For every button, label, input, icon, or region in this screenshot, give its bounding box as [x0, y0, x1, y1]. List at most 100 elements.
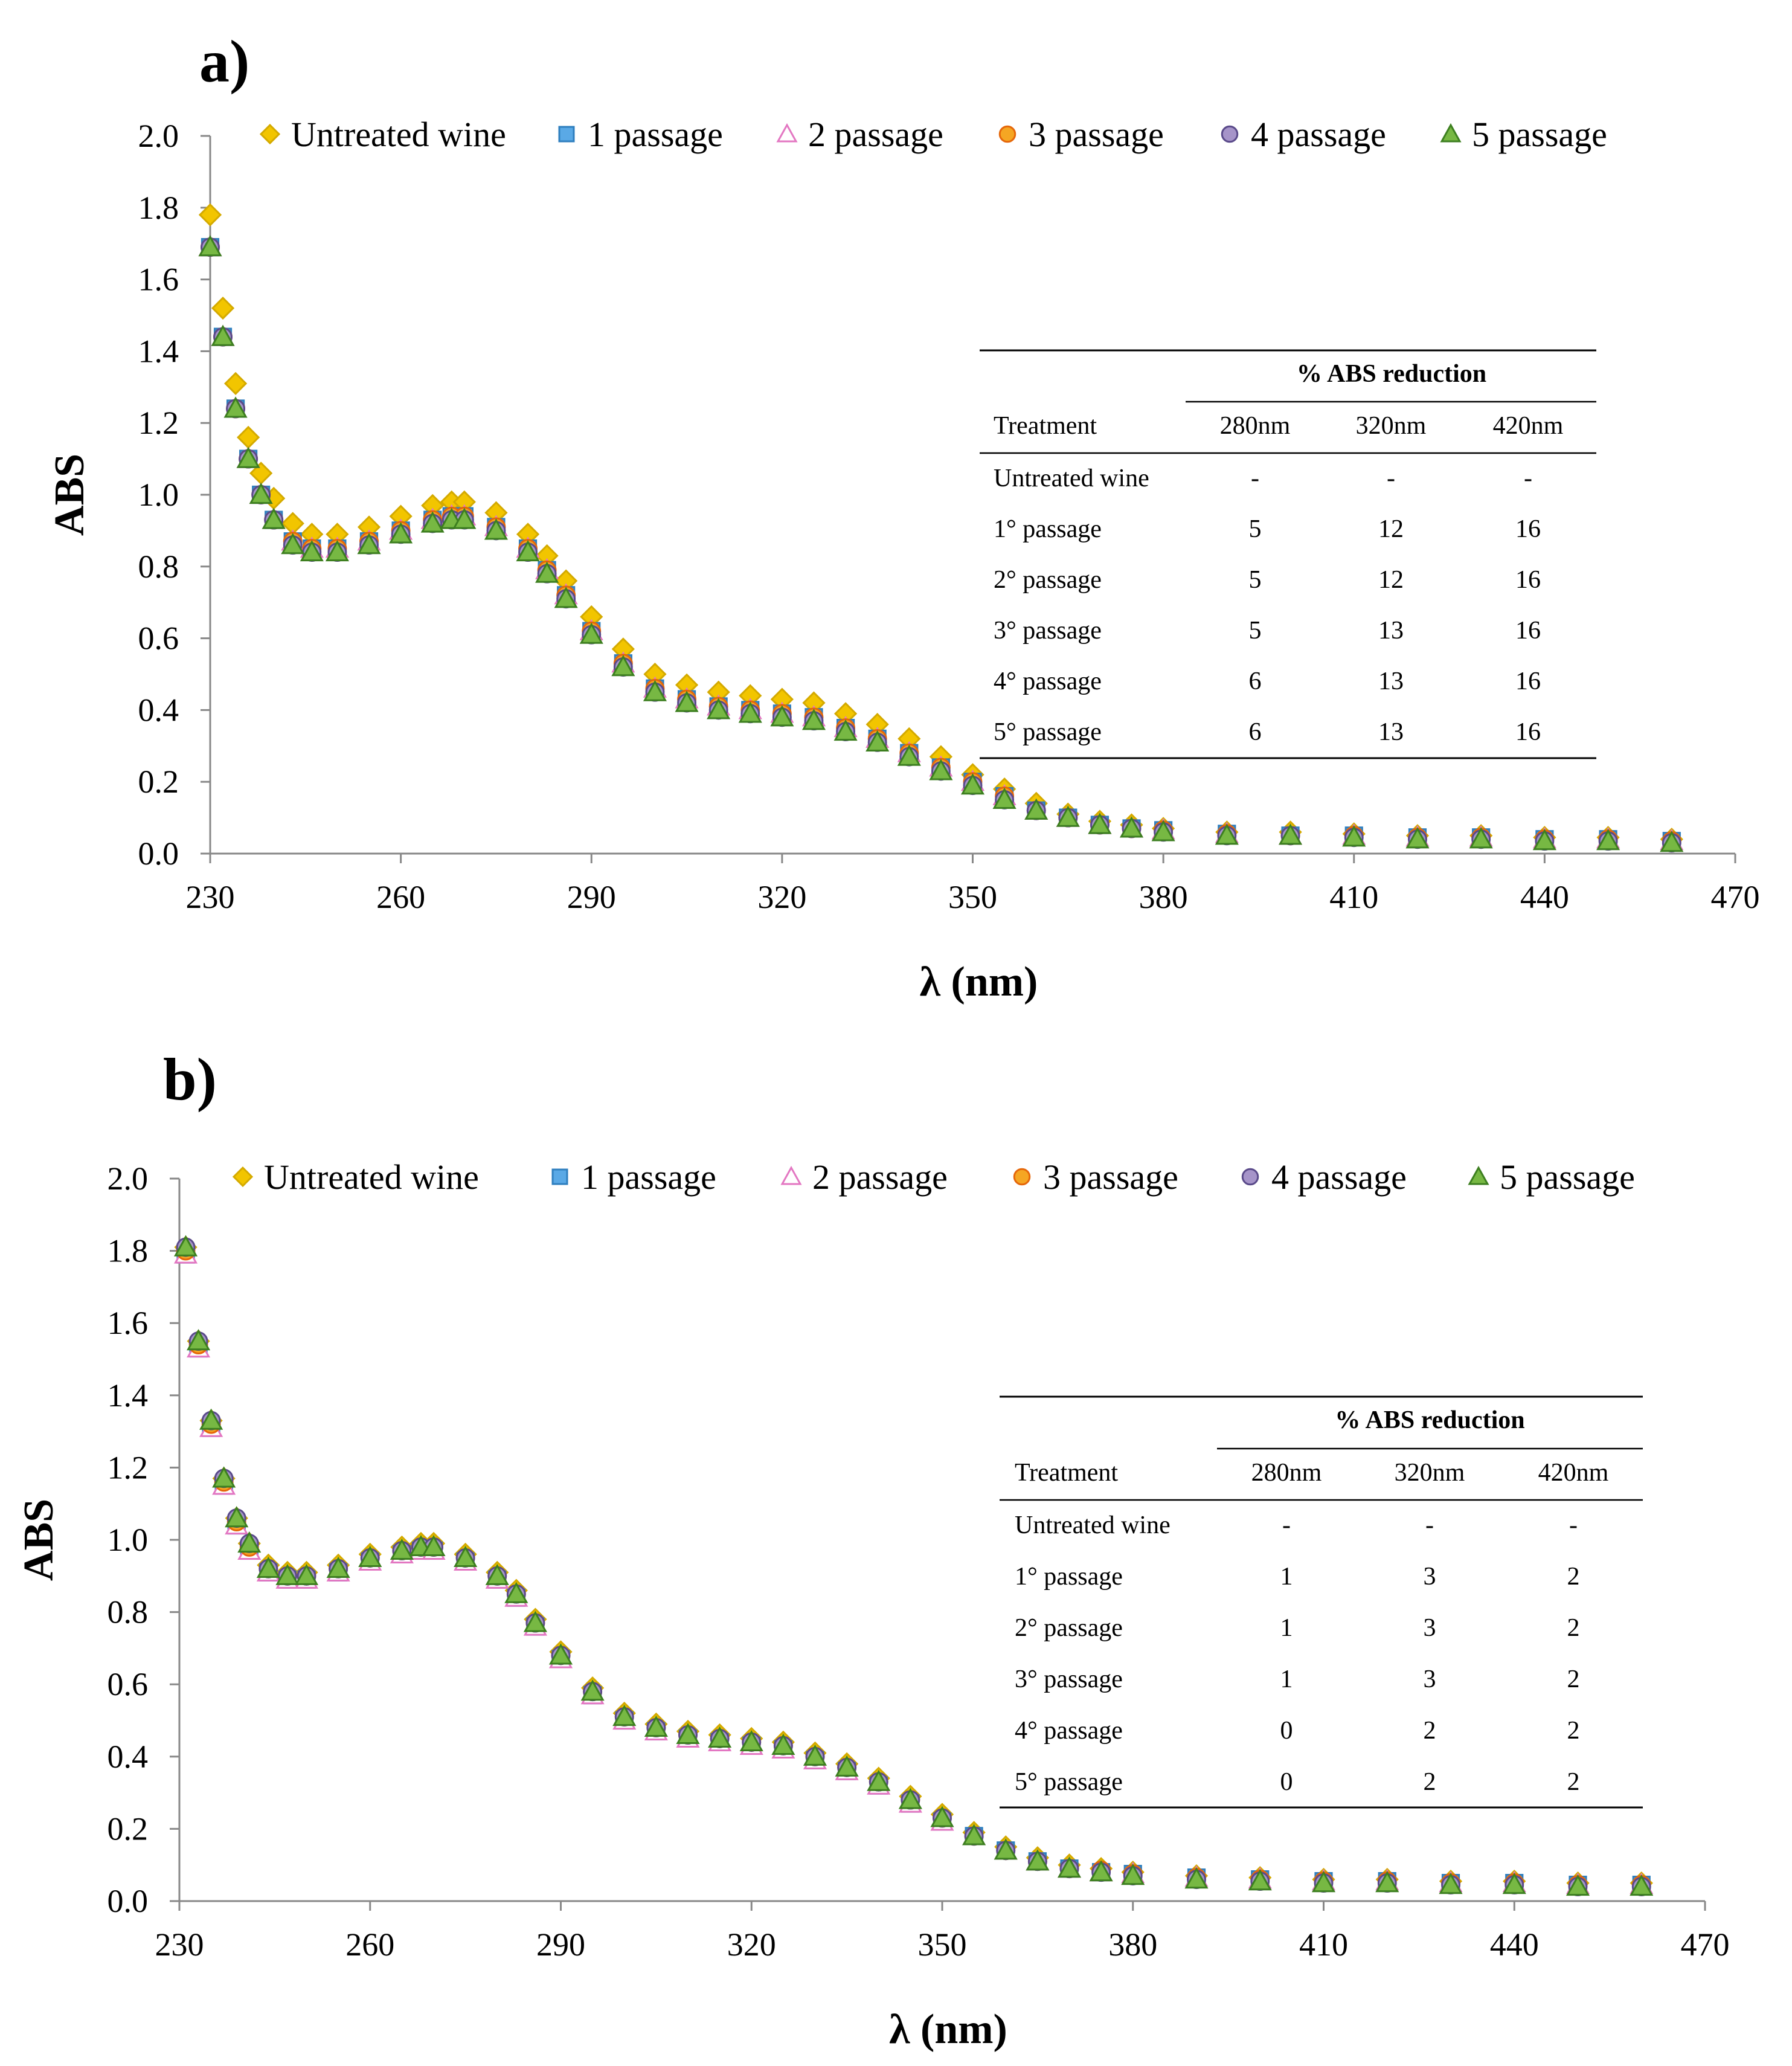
- data-point: [1024, 798, 1049, 820]
- data-point: [256, 1556, 280, 1578]
- y-tick-label: 2.0: [108, 1160, 149, 1197]
- table-cell: 12: [1378, 566, 1404, 594]
- data-point: [1089, 1860, 1113, 1882]
- legend-label: 4 passage: [1271, 1157, 1407, 1197]
- data-point: [803, 1744, 827, 1766]
- y-tick-label: 1.6: [138, 262, 179, 298]
- table-column-header: Treatment: [1015, 1459, 1118, 1487]
- y-tick-label: 1.2: [108, 1449, 149, 1485]
- table-column-header: 420nm: [1493, 412, 1564, 440]
- legend-label: Untreated wine: [264, 1157, 479, 1197]
- data-point: [1469, 827, 1493, 849]
- x-tick-label: 320: [727, 1926, 776, 1963]
- data-point: [611, 655, 635, 677]
- x-tick-label: 470: [1711, 879, 1760, 915]
- table-cell: 1° passage: [1015, 1563, 1123, 1591]
- y-tick-label: 2.0: [138, 118, 179, 154]
- table-cell: 3° passage: [994, 617, 1102, 645]
- table-cell: 0: [1280, 1768, 1293, 1796]
- series-5-passage: [173, 1235, 1654, 1896]
- x-tick-label: 440: [1520, 879, 1569, 915]
- table-cell: 13: [1378, 718, 1404, 746]
- y-tick-label: 0.6: [138, 620, 179, 657]
- data-point: [484, 518, 508, 540]
- data-point: [1278, 823, 1303, 845]
- table-cell: 2: [1424, 1717, 1436, 1745]
- table-cell: 5° passage: [1015, 1768, 1123, 1796]
- data-point: [1184, 1867, 1209, 1889]
- data-point: [930, 1806, 954, 1827]
- x-tick-label: 380: [1108, 1926, 1157, 1963]
- table-cell: 5: [1249, 566, 1262, 594]
- legend-marker: [1221, 125, 1239, 143]
- data-point: [516, 539, 540, 562]
- y-tick-label: 0.2: [108, 1810, 149, 1847]
- data-point: [994, 1838, 1018, 1860]
- data-point: [833, 719, 858, 741]
- series-5-passage: [198, 235, 1684, 852]
- table-cell: 16: [1515, 718, 1541, 746]
- data-point: [535, 561, 559, 583]
- legend-marker: [558, 126, 575, 143]
- table-column-header: 280nm: [1251, 1459, 1322, 1487]
- table-cell: 2: [1567, 1563, 1580, 1591]
- legend-label: 5 passage: [1500, 1157, 1635, 1197]
- data-point: [211, 324, 235, 346]
- table-group-header: % ABS reduction: [1335, 1406, 1524, 1434]
- y-tick-label: 1.0: [108, 1522, 149, 1558]
- data-point: [223, 396, 248, 418]
- legend-label: 5 passage: [1472, 115, 1607, 154]
- legend-label: 4 passage: [1251, 115, 1386, 154]
- data-point: [225, 1506, 249, 1528]
- data-point: [187, 1329, 211, 1351]
- data-point: [770, 705, 794, 727]
- data-point: [992, 787, 1016, 809]
- table-cell: 5: [1249, 617, 1262, 645]
- chart-panel-a: a) 0.0 0.2 0.4 0.6 0.8 1.0 1.2 1.4 1.6 1.8 2.0 230 26…: [47, 28, 1760, 1005]
- data-point: [676, 1722, 700, 1745]
- legend-label: 2 passage: [812, 1157, 948, 1197]
- table-cell: 16: [1515, 515, 1541, 543]
- table-cell: 2° passage: [1015, 1614, 1123, 1642]
- x-tick-label: 410: [1299, 1926, 1348, 1963]
- data-point: [1502, 1873, 1526, 1894]
- data-point: [580, 1679, 605, 1701]
- x-tick-label: 290: [536, 1926, 585, 1963]
- y-tick-label: 0.0: [138, 835, 179, 872]
- table-cell: 16: [1515, 566, 1541, 594]
- y-tick-label: 0.4: [108, 1739, 149, 1775]
- x-tick-label: 380: [1139, 879, 1188, 915]
- legend-label: Untreated wine: [291, 115, 506, 154]
- y-tick-label: 1.2: [138, 405, 179, 441]
- table-cell: 4° passage: [994, 668, 1102, 695]
- x-tick-label: 290: [567, 879, 616, 915]
- x-tick-label: 320: [757, 879, 806, 915]
- x-tick-label: 410: [1329, 879, 1378, 915]
- table-cell: 2: [1567, 1665, 1580, 1693]
- table-cell: 3: [1424, 1614, 1436, 1642]
- legend-label: 3 passage: [1029, 115, 1164, 154]
- table-cell: 2: [1567, 1614, 1580, 1642]
- table-cell: -: [1251, 465, 1259, 492]
- data-point: [644, 1715, 668, 1737]
- data-point: [198, 203, 222, 227]
- table-cell: 3: [1424, 1665, 1436, 1693]
- table-cell: 16: [1515, 617, 1541, 645]
- data-point: [1248, 1869, 1272, 1891]
- data-point: [548, 1643, 573, 1665]
- reduction-table: % ABS reduction Treatment 280nm 320nm 420nm U…: [1000, 1395, 1643, 1809]
- data-point: [1375, 1871, 1399, 1893]
- data-point: [1405, 827, 1430, 849]
- data-point: [236, 446, 260, 468]
- x-tick-label: 230: [155, 1926, 204, 1963]
- legend-label: 1 passage: [581, 1157, 716, 1197]
- x-tick-label: 260: [345, 1926, 394, 1963]
- y-tick-label: 0.8: [108, 1594, 149, 1630]
- data-point: [173, 1235, 198, 1257]
- table-cell: 1: [1280, 1563, 1293, 1591]
- data-point: [739, 1730, 763, 1751]
- table-cell: 0: [1280, 1717, 1293, 1745]
- reduction-table: % ABS reduction Treatment 280nm 320nm 420nm U…: [980, 349, 1596, 759]
- data-point: [1119, 816, 1144, 838]
- table-cell: 3° passage: [1015, 1665, 1123, 1693]
